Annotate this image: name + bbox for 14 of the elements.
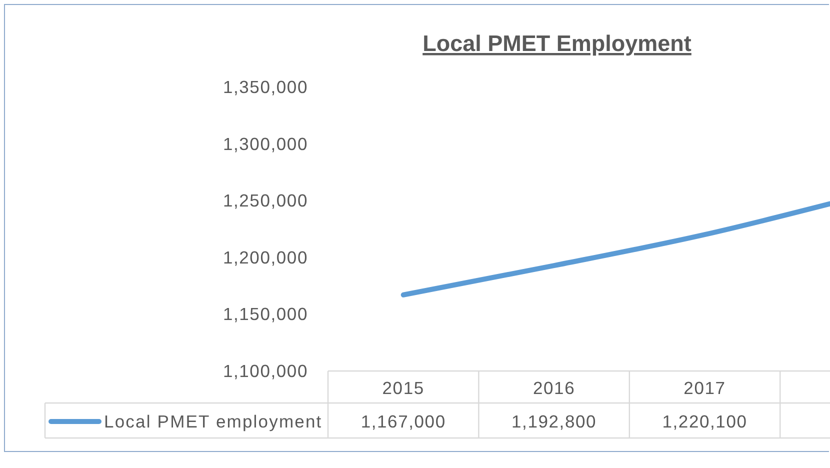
y-tick-label: 1,200,000 [222, 247, 308, 268]
legend-label: Local PMET employment [104, 412, 322, 432]
chart-title: Local PMET Employment [422, 31, 692, 56]
y-tick-label: 1,350,000 [222, 77, 308, 97]
y-tick-label: 1,100,000 [222, 361, 308, 381]
x-tick-label: 2016 [532, 378, 576, 398]
x-tick-label: 2017 [684, 378, 726, 398]
data-label: 1,167,000 [360, 412, 446, 432]
data-label: 1,192,800 [512, 412, 597, 432]
data-label: 1,220,100 [662, 412, 748, 432]
x-tick-label: 2015 [382, 378, 424, 398]
y-tick-label: 1,150,000 [222, 304, 308, 324]
y-tick-label: 1,300,000 [222, 134, 308, 154]
y-tick-label: 1,250,000 [222, 190, 308, 211]
